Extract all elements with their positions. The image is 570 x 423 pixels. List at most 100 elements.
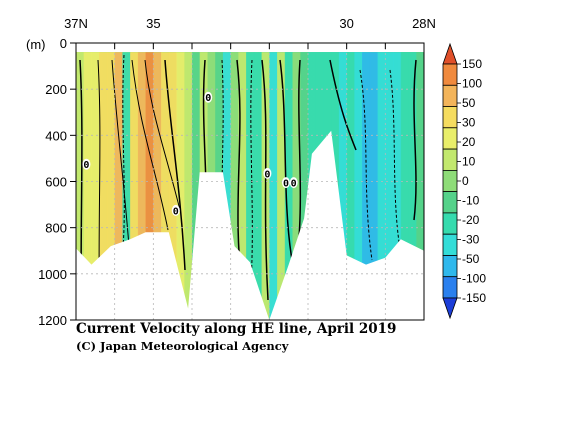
contour-label-background: [281, 177, 290, 189]
contour-line: [144, 59, 181, 211]
contour-label: 0: [264, 169, 270, 180]
colorbar-label: 50: [462, 96, 476, 110]
x-tick-label: 30: [339, 16, 353, 31]
velocity-column: [300, 52, 309, 320]
velocity-column: [145, 52, 154, 320]
velocity-column: [106, 52, 116, 320]
colorbar-label: 20: [462, 135, 476, 149]
colorbar-swatch: [442, 233, 458, 256]
velocity-column: [91, 52, 100, 320]
velocity-column: [76, 52, 85, 320]
x-tick-label: 28N: [412, 16, 436, 31]
y-tick-label: 800: [45, 221, 67, 236]
colorbar-swatch: [442, 63, 458, 86]
velocity-column: [269, 52, 278, 320]
grid-lines: [76, 43, 424, 320]
velocity-column: [161, 52, 170, 320]
contour-line: [389, 69, 403, 261]
velocity-column: [130, 52, 139, 320]
velocity-column: [246, 52, 255, 320]
contour-label: 0: [173, 206, 179, 217]
colorbar-swatch: [442, 255, 458, 278]
contour-label-background: [171, 204, 180, 216]
velocity-column: [408, 52, 417, 320]
velocity-column: [222, 52, 232, 320]
colorbar-label: -150: [462, 291, 486, 305]
colorbar-label: 30: [462, 116, 476, 130]
contour-label: 0: [291, 179, 297, 190]
no-data-mask: [76, 130, 424, 320]
x-tick-label: 37N: [64, 16, 88, 31]
colorbar-label: -20: [462, 213, 480, 227]
colorbar-swatch: [442, 84, 458, 108]
colorbar-label: -100: [462, 272, 486, 286]
velocity-column: [230, 52, 239, 320]
surface-band: [76, 43, 424, 52]
velocity-column: [176, 52, 185, 320]
x-tick-label: 35: [146, 16, 160, 31]
velocity-column: [277, 52, 286, 320]
colorbar-label: 150: [462, 57, 482, 71]
velocity-column: [114, 52, 123, 320]
velocity-column: [400, 52, 410, 320]
y-tick-label: 1000: [38, 267, 67, 282]
x-axis: 37N 35 30 28N: [64, 16, 436, 49]
y-tick-label: 0: [60, 36, 67, 51]
colorbar-label: -50: [462, 252, 480, 266]
velocity-column: [346, 52, 355, 320]
colorbar-label: 100: [462, 77, 482, 91]
contour-line: [359, 69, 373, 261]
velocity-column: [238, 52, 247, 320]
velocity-column: [369, 52, 379, 320]
contour-label: 0: [83, 160, 89, 171]
contour-line: [131, 59, 169, 231]
contour-line: [164, 59, 186, 271]
velocity-column: [385, 52, 394, 320]
colorbar-label: -10: [462, 194, 480, 208]
velocity-column: [83, 52, 92, 320]
velocity-column: [122, 52, 131, 320]
colorbar-swatch: [442, 127, 458, 150]
contour-label: 0: [283, 179, 289, 190]
y-tick-label: 200: [45, 82, 67, 97]
contour-line: [297, 59, 302, 251]
contour-line: [261, 59, 269, 301]
contour-line: [329, 59, 357, 151]
velocity-column: [168, 52, 178, 320]
velocity-column: [338, 52, 348, 320]
colorbar-swatch: [442, 169, 458, 193]
velocity-column: [354, 52, 363, 320]
y-tick-label: 400: [45, 128, 67, 143]
colorbar-swatch: [442, 106, 458, 129]
y-axis: 0 200 400 600 800 1000 1200: [38, 36, 76, 328]
contour-label-background: [289, 177, 298, 189]
y-tick-label: 1200: [38, 313, 67, 328]
contour-line: [79, 59, 83, 320]
velocity-column: [416, 52, 424, 320]
y-tick-label: 600: [45, 175, 67, 190]
chart-credit: (C) Japan Meteorological Agency: [76, 339, 289, 353]
velocity-column: [377, 52, 386, 320]
velocity-column: [192, 52, 201, 320]
velocity-column: [253, 52, 263, 320]
chart-title: Current Velocity along HE line, April 20…: [76, 321, 397, 337]
colorbar-arrow-bottom: [442, 297, 458, 320]
colorbar-swatch: [442, 191, 458, 214]
contour-label: 0: [205, 93, 211, 104]
colorbar-label: 10: [462, 155, 476, 169]
contour-label-background: [263, 167, 272, 179]
velocity-column: [393, 52, 402, 320]
velocity-column: [184, 52, 193, 320]
y-axis-unit-label: (m): [26, 37, 46, 52]
colorbar-swatch: [442, 212, 458, 235]
contour-label-background: [82, 158, 91, 170]
colorbar-label: -30: [462, 233, 480, 247]
contour-line: [279, 59, 293, 261]
contour-label-background: [204, 91, 213, 103]
colorbar-label: 0: [462, 174, 469, 188]
velocity-column: [99, 52, 108, 320]
